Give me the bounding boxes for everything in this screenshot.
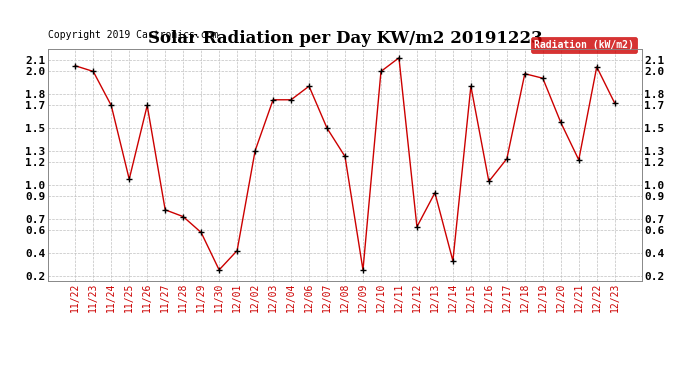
Text: Copyright 2019 Cartronics.com: Copyright 2019 Cartronics.com (48, 30, 219, 40)
Title: Solar Radiation per Day KW/m2 20191223: Solar Radiation per Day KW/m2 20191223 (148, 30, 542, 47)
Legend: Radiation (kW/m2): Radiation (kW/m2) (531, 38, 637, 53)
